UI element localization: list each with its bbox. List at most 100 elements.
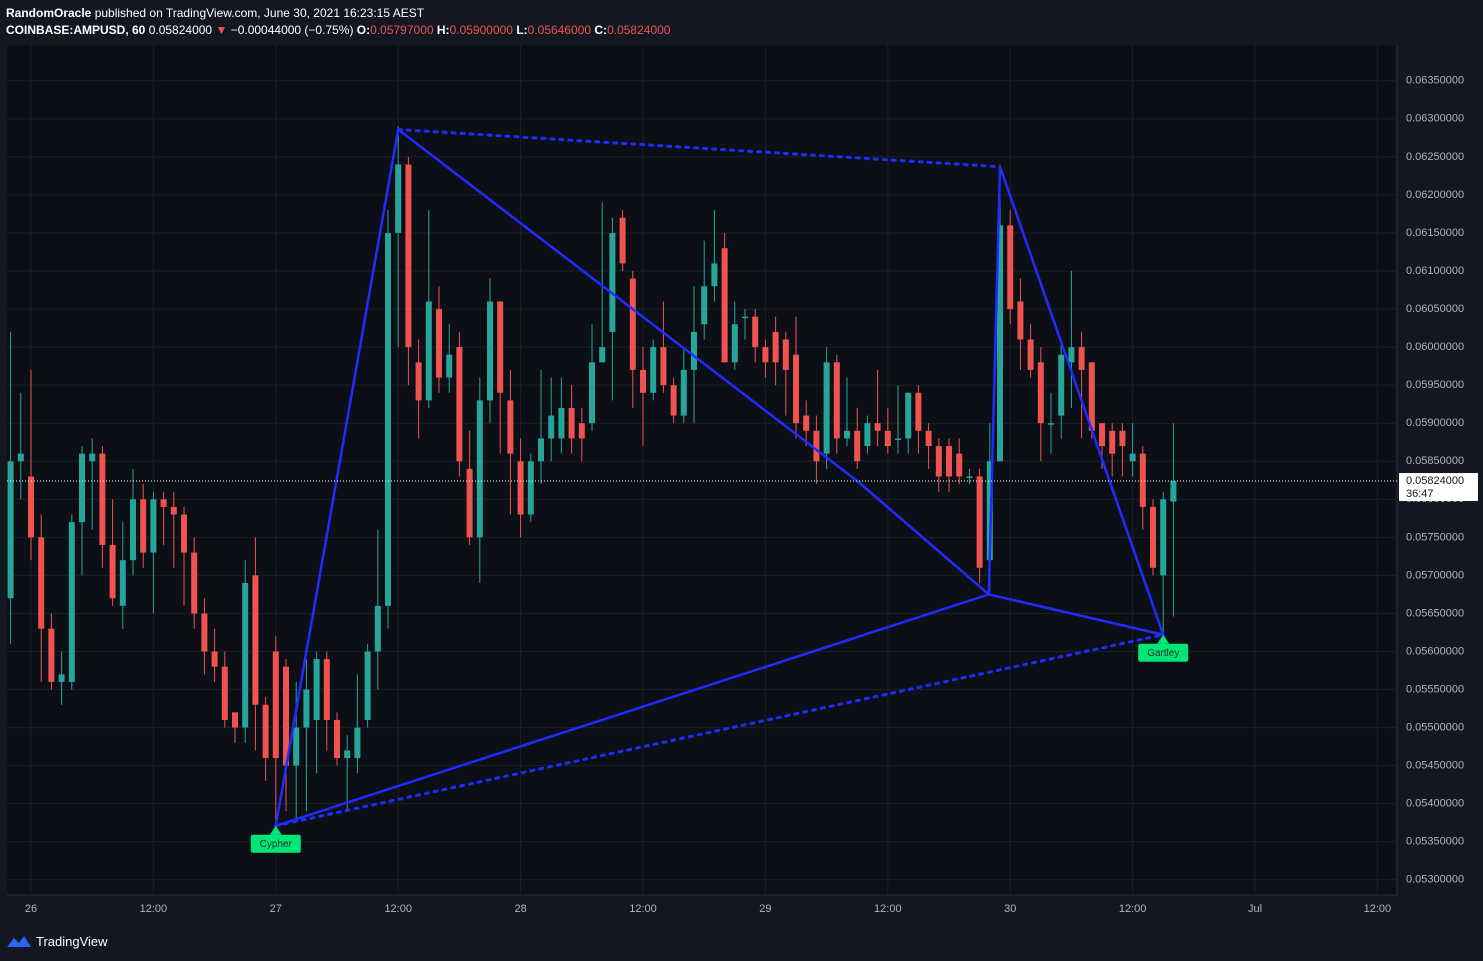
y-tick-label: 0.05550000: [1406, 683, 1464, 695]
candle-body: [670, 385, 677, 416]
h: 0.05900000: [449, 23, 513, 37]
candle-body: [1037, 362, 1044, 424]
candle-body: [17, 453, 24, 462]
candle-body: [211, 651, 218, 667]
candle-body: [119, 560, 126, 606]
candle-body: [48, 628, 55, 682]
candle-body: [201, 613, 208, 652]
logo: [7, 936, 31, 947]
candle-body: [538, 438, 545, 462]
pattern-line: [274, 633, 1165, 828]
candle-body: [915, 392, 922, 431]
candle-body: [221, 666, 228, 720]
candle-body: [436, 309, 443, 378]
candle-body: [731, 324, 738, 363]
candle-body: [1160, 499, 1167, 576]
o-label: O:: [356, 23, 371, 37]
label-box: [1138, 643, 1189, 662]
candle-body: [130, 499, 137, 561]
author: RandomOracle: [6, 6, 92, 20]
candle-body: [1048, 423, 1055, 425]
candle-body: [323, 659, 330, 720]
l-label: L:: [516, 23, 528, 37]
candle-body: [854, 430, 861, 462]
candle-body: [568, 407, 575, 439]
candle-body: [833, 362, 840, 439]
footer: TradingView: [6, 933, 108, 949]
candle-body: [1088, 362, 1095, 431]
arrow: ▼: [215, 23, 228, 37]
candle-body: [874, 423, 881, 431]
candle-body: [272, 651, 279, 759]
candle-body: [742, 316, 749, 319]
candle-body: [599, 347, 606, 363]
y-tick-label: 0.05450000: [1406, 760, 1464, 772]
candle-body: [334, 719, 341, 759]
candle-body: [558, 407, 565, 439]
y-tick-label: 0.05400000: [1406, 798, 1464, 810]
candle-body: [589, 362, 596, 424]
y-tick-label: 0.06300000: [1406, 113, 1464, 125]
candle-body: [1139, 453, 1146, 507]
candle-body: [38, 537, 45, 629]
h-label: H:: [436, 23, 450, 37]
y-tick-label: 0.05750000: [1406, 531, 1464, 543]
candle-body: [1078, 347, 1085, 370]
candle-body: [578, 423, 585, 439]
candle-body: [109, 544, 116, 599]
candle-body: [232, 712, 239, 728]
y-tick-label: 0.05350000: [1406, 836, 1464, 848]
y-tick-label: 0.06350000: [1406, 75, 1464, 87]
candle-body: [507, 400, 514, 454]
candle-body: [650, 347, 657, 393]
brand: TradingView: [36, 933, 108, 949]
candle-body: [619, 217, 626, 264]
last-price-label: 0.05824000: [1406, 475, 1464, 487]
x-tick-label: Jul: [1248, 903, 1262, 915]
candle-body: [752, 316, 759, 348]
candle-body: [660, 347, 667, 386]
candle-body: [1007, 225, 1014, 310]
candle-body: [772, 331, 779, 363]
candle-body: [487, 301, 494, 401]
y-tick-label: 0.05500000: [1406, 721, 1464, 733]
candle-body: [997, 225, 1004, 462]
y-tick-label: 0.05700000: [1406, 569, 1464, 581]
pattern-line: [396, 127, 1002, 169]
label-pointer: [1157, 634, 1170, 644]
candle-body: [1109, 430, 1116, 454]
candle-body: [191, 552, 198, 614]
candle-body: [252, 575, 259, 705]
candle-body: [446, 354, 453, 378]
candle-body: [946, 446, 953, 477]
x-tick-label: 12:00: [874, 903, 902, 915]
candle-body: [79, 453, 86, 523]
x-tick-label: 12:00: [629, 903, 657, 915]
candle-body: [364, 651, 371, 720]
y-tick-label: 0.05300000: [1406, 874, 1464, 886]
candle-body: [691, 331, 698, 370]
candle-body: [935, 446, 942, 477]
candle-body: [395, 164, 402, 233]
candle-body: [140, 499, 147, 553]
change: −0.00044000 (−0.75%): [230, 23, 354, 37]
candle-body: [262, 704, 269, 759]
candle-body: [1068, 347, 1075, 363]
y-tick-label: 0.06250000: [1406, 151, 1464, 163]
candle-body: [466, 468, 473, 538]
candle-body: [68, 522, 75, 682]
candle-body: [609, 232, 616, 332]
candle-body: [476, 400, 483, 538]
candle-body: [1129, 453, 1136, 462]
candle-body: [58, 674, 65, 682]
candle-body: [721, 248, 728, 363]
candle-body: [385, 232, 392, 606]
x-tick-label: 12:00: [1364, 903, 1392, 915]
candle-body: [680, 369, 687, 416]
plot-area: [7, 45, 1397, 895]
candle-body: [884, 430, 891, 447]
header: RandomOracle published on TradingView.co…: [6, 5, 670, 39]
candle-body: [303, 689, 310, 728]
y-tick-label: 0.06150000: [1406, 227, 1464, 239]
